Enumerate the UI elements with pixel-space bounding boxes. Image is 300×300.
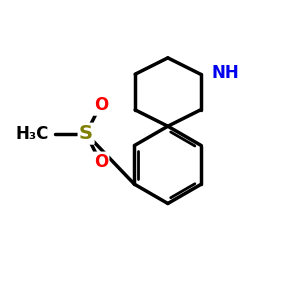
Text: O: O	[94, 153, 108, 171]
Text: H₃C: H₃C	[16, 125, 49, 143]
Text: NH: NH	[212, 64, 240, 82]
Text: S: S	[79, 124, 93, 143]
Text: O: O	[94, 96, 108, 114]
